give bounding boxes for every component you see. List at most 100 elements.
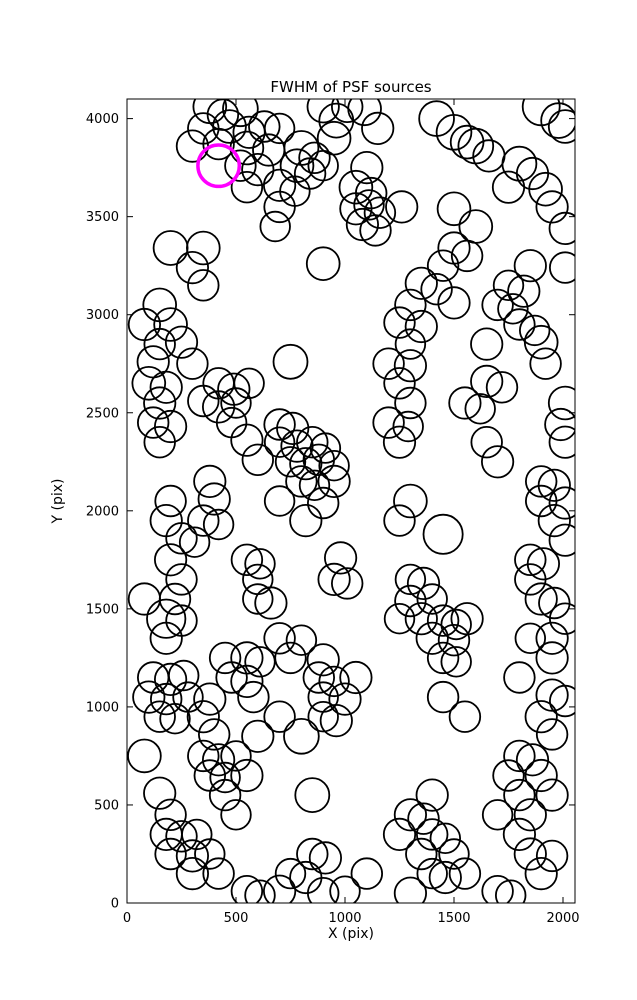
psf-circle — [272, 343, 309, 380]
psf-circle — [244, 879, 276, 903]
psf-circle — [361, 111, 395, 145]
psf-circle — [514, 563, 547, 596]
psf-circle — [363, 196, 397, 229]
psf-circle — [405, 837, 438, 871]
psf-circle — [318, 665, 350, 698]
psf-circle — [317, 464, 351, 498]
psf-circle — [415, 621, 449, 655]
psf-circle — [308, 841, 342, 875]
psf-circle — [209, 761, 241, 794]
psf-circle — [426, 604, 460, 637]
psf-circle — [309, 432, 342, 464]
psf-circle — [307, 681, 339, 713]
psf-circle — [305, 246, 341, 282]
x-tick-label: 500 — [224, 911, 249, 926]
psf-circle — [448, 700, 482, 733]
y-tick-label: 1000 — [86, 700, 119, 715]
psf-circle — [549, 251, 575, 284]
psf-circle — [513, 837, 547, 871]
psf-circle — [548, 486, 575, 520]
psf-circle — [514, 622, 547, 655]
psf-circle — [503, 308, 536, 341]
psf-circle — [436, 191, 472, 227]
psf-circle — [350, 857, 384, 890]
plot-frame — [126, 98, 576, 904]
psf-circle — [242, 583, 274, 615]
psf-circle — [230, 170, 264, 204]
psf-circle — [525, 484, 558, 518]
psf-circle — [331, 567, 364, 600]
psf-circle — [143, 426, 176, 459]
psf-circle — [524, 582, 558, 616]
psf-circle — [514, 543, 547, 577]
psf-circle — [503, 778, 536, 812]
psf-circle — [437, 286, 471, 320]
psf-circle — [159, 703, 191, 735]
x-tick-label: 2000 — [546, 911, 579, 926]
psf-circle — [331, 99, 364, 123]
psf-circle — [538, 586, 571, 620]
psf-circle — [307, 877, 340, 903]
psf-circle — [172, 681, 204, 713]
psf-circle — [307, 149, 339, 182]
psf-circle — [143, 386, 177, 420]
psf-circle — [420, 273, 453, 306]
psf-circle — [158, 582, 192, 616]
psf-circle — [197, 482, 231, 516]
psf-circle — [450, 239, 484, 273]
psf-circle — [470, 426, 503, 459]
psf-circle — [319, 703, 353, 738]
psf-circle — [382, 425, 417, 459]
psf-circle — [274, 446, 307, 478]
psf-circle — [535, 839, 569, 873]
psf-circle — [345, 207, 379, 242]
psf-circle — [547, 109, 575, 144]
psf-circle — [285, 624, 318, 656]
psf-circle — [302, 661, 336, 694]
psf-circle — [154, 798, 187, 832]
psf-circle — [523, 324, 559, 360]
highlighted-psf-circle — [196, 143, 242, 189]
psf-circle — [230, 875, 264, 903]
psf-circle — [394, 563, 427, 596]
psf-circle — [202, 857, 235, 890]
psf-circle — [274, 641, 307, 675]
psf-circle — [164, 325, 199, 359]
y-axis-label: Y (pix) — [50, 479, 66, 525]
x-tick-label: 0 — [123, 911, 131, 926]
psf-circle — [393, 798, 427, 832]
psf-circle — [317, 562, 351, 597]
psf-circle — [372, 406, 405, 439]
x-tick-label: 1000 — [328, 911, 361, 926]
psf-circle — [132, 680, 166, 714]
psf-circle — [382, 817, 417, 852]
psf-circle — [242, 563, 274, 596]
psf-circle — [263, 112, 296, 145]
psf-circle — [513, 798, 547, 832]
psf-circle — [263, 622, 296, 655]
psf-circle — [142, 287, 178, 323]
psf-circle — [449, 124, 485, 160]
psf-circle — [470, 327, 504, 361]
psf-circle — [535, 778, 569, 812]
psf-circle — [429, 822, 462, 855]
psf-circle — [263, 485, 296, 517]
psf-circle — [329, 875, 361, 903]
psf-circle — [263, 408, 296, 441]
psf-circle — [165, 522, 198, 555]
chart-title: FWHM of PSF sources — [270, 78, 431, 96]
psf-circle — [154, 837, 187, 871]
psf-circle — [548, 523, 575, 557]
psf-circle — [497, 293, 529, 325]
psf-circle — [154, 484, 187, 518]
psf-circle — [339, 192, 373, 226]
psf-circle — [524, 856, 558, 891]
psf-circle — [323, 541, 358, 575]
y-tick-label: 2000 — [86, 504, 119, 519]
psf-circle — [513, 249, 547, 283]
psf-circle — [491, 170, 526, 204]
psf-circle — [507, 274, 541, 308]
psf-circle — [426, 680, 460, 714]
psf-circle — [535, 718, 569, 751]
